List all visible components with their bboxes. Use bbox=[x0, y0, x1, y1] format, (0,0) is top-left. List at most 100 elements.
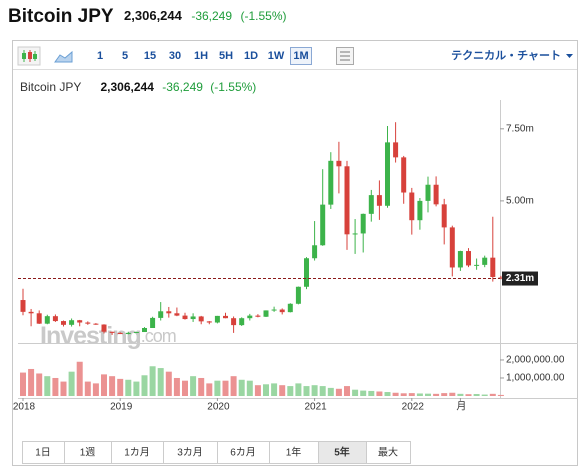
watermark: Investing.com bbox=[40, 322, 176, 350]
candle-body bbox=[190, 316, 196, 320]
volume-bar bbox=[76, 361, 83, 396]
range-button[interactable]: 3カ月 bbox=[177, 447, 203, 459]
range-button[interactable]: 最大 bbox=[378, 446, 398, 459]
range-button[interactable]: 5年 bbox=[334, 446, 350, 459]
candle-body bbox=[312, 245, 318, 259]
x-tick-label: 月 bbox=[456, 401, 466, 413]
volume-bar bbox=[214, 380, 221, 396]
x-tick-label: 2018 bbox=[13, 402, 36, 413]
candle-body bbox=[352, 233, 358, 235]
candle-body bbox=[449, 227, 455, 268]
y2-tick-label: 2,000,000.00 bbox=[506, 355, 565, 366]
range-button-box bbox=[366, 441, 411, 464]
candle-body bbox=[304, 258, 309, 287]
change: -36,249 bbox=[191, 9, 232, 23]
candle-body bbox=[198, 316, 204, 322]
candle-body bbox=[142, 327, 147, 333]
watermark-brand: Investing bbox=[40, 322, 141, 350]
candle-body bbox=[401, 157, 407, 193]
legend: Bitcoin JPY 2,306,244 -36,249 (-1.55%) bbox=[20, 80, 256, 94]
volume-bar bbox=[408, 393, 415, 396]
volume-bar bbox=[60, 381, 67, 396]
candle-body bbox=[247, 315, 253, 319]
y2-tick-label: 1,000,000.00 bbox=[506, 373, 565, 384]
candle-body bbox=[150, 317, 156, 328]
x-tick-label: 2022 bbox=[402, 402, 425, 413]
candle-body bbox=[182, 315, 188, 320]
volume-bar bbox=[287, 386, 294, 396]
indicator-icon[interactable] bbox=[336, 47, 354, 65]
interval-button[interactable]: 1D bbox=[244, 50, 258, 62]
volume-bar bbox=[335, 388, 342, 396]
candle-body bbox=[498, 277, 504, 279]
range-button[interactable]: 1週 bbox=[80, 447, 96, 459]
candle-body bbox=[109, 331, 115, 333]
volume-bar bbox=[165, 371, 172, 396]
range-button[interactable]: 1カ月 bbox=[124, 447, 150, 459]
volume-bar bbox=[352, 389, 359, 396]
volume-bar bbox=[489, 393, 496, 396]
interval-button[interactable]: 5 bbox=[122, 50, 128, 62]
candle-body bbox=[393, 142, 399, 158]
technical-chart-menu[interactable]: テクニカル・チャート bbox=[451, 49, 561, 62]
volume-bar bbox=[173, 377, 180, 396]
candle-body bbox=[474, 264, 480, 266]
volume-bar bbox=[416, 393, 423, 396]
candle-body bbox=[239, 318, 245, 326]
volume-bar bbox=[384, 392, 391, 396]
volume-bar bbox=[254, 385, 261, 396]
volume-bar bbox=[425, 393, 431, 396]
volume-bar bbox=[36, 373, 43, 396]
range-button[interactable]: 1年 bbox=[286, 446, 302, 459]
interval-button[interactable]: 5H bbox=[219, 50, 233, 62]
candle-body bbox=[385, 142, 390, 206]
candle-body bbox=[20, 300, 26, 312]
interval-button[interactable]: 15 bbox=[144, 50, 156, 62]
area-icon[interactable] bbox=[54, 50, 73, 63]
candle-body bbox=[287, 303, 293, 313]
change-pct: (-1.55%) bbox=[240, 9, 286, 23]
interval-button[interactable]: 1 bbox=[97, 50, 103, 62]
candle-body bbox=[482, 257, 488, 265]
candle-body bbox=[263, 310, 269, 317]
chart: 5.00m 7.50m 1,000,000.00 2,000,000.00 2018 20… bbox=[13, 100, 578, 413]
volume-bar bbox=[263, 384, 269, 396]
candle-icon[interactable] bbox=[17, 46, 41, 66]
candle-body bbox=[320, 204, 326, 246]
volume-bar bbox=[125, 379, 132, 396]
volume-bar bbox=[92, 383, 99, 396]
candle-body bbox=[214, 315, 220, 323]
volume-bar bbox=[206, 383, 213, 396]
volume-bar bbox=[311, 385, 318, 396]
candle-body bbox=[368, 195, 374, 214]
candle-body bbox=[44, 316, 50, 324]
candle-body bbox=[206, 321, 212, 323]
volume-bar bbox=[392, 392, 399, 396]
x-tick-label: 2020 bbox=[207, 402, 230, 413]
volume-bar bbox=[481, 394, 488, 396]
candle-body bbox=[376, 195, 382, 206]
volume-bar bbox=[457, 393, 464, 396]
y-tick-label: 5.00m bbox=[506, 196, 534, 207]
volume-bar bbox=[68, 371, 75, 396]
volume-bar bbox=[497, 394, 504, 396]
interval-button[interactable]: 1M bbox=[293, 50, 308, 62]
range-button[interactable]: 6カ月 bbox=[230, 447, 256, 459]
volume-bar bbox=[376, 391, 383, 396]
widget-frame bbox=[12, 40, 578, 466]
candle-body bbox=[101, 324, 107, 332]
interval-button[interactable]: 1W bbox=[268, 50, 285, 62]
interval-button[interactable]: 30 bbox=[169, 50, 181, 62]
candle-body bbox=[61, 321, 66, 325]
candle-body bbox=[52, 316, 58, 322]
legend-change: -36,249 bbox=[162, 80, 203, 94]
volume-bar bbox=[238, 379, 245, 396]
volume-bar bbox=[360, 390, 367, 396]
range-button[interactable]: 1日 bbox=[35, 448, 51, 459]
candle-body bbox=[125, 332, 131, 335]
interval-button[interactable]: 1H bbox=[194, 50, 208, 62]
candle-body bbox=[344, 166, 350, 235]
candle-body bbox=[223, 315, 228, 319]
volume-bar bbox=[327, 387, 334, 396]
